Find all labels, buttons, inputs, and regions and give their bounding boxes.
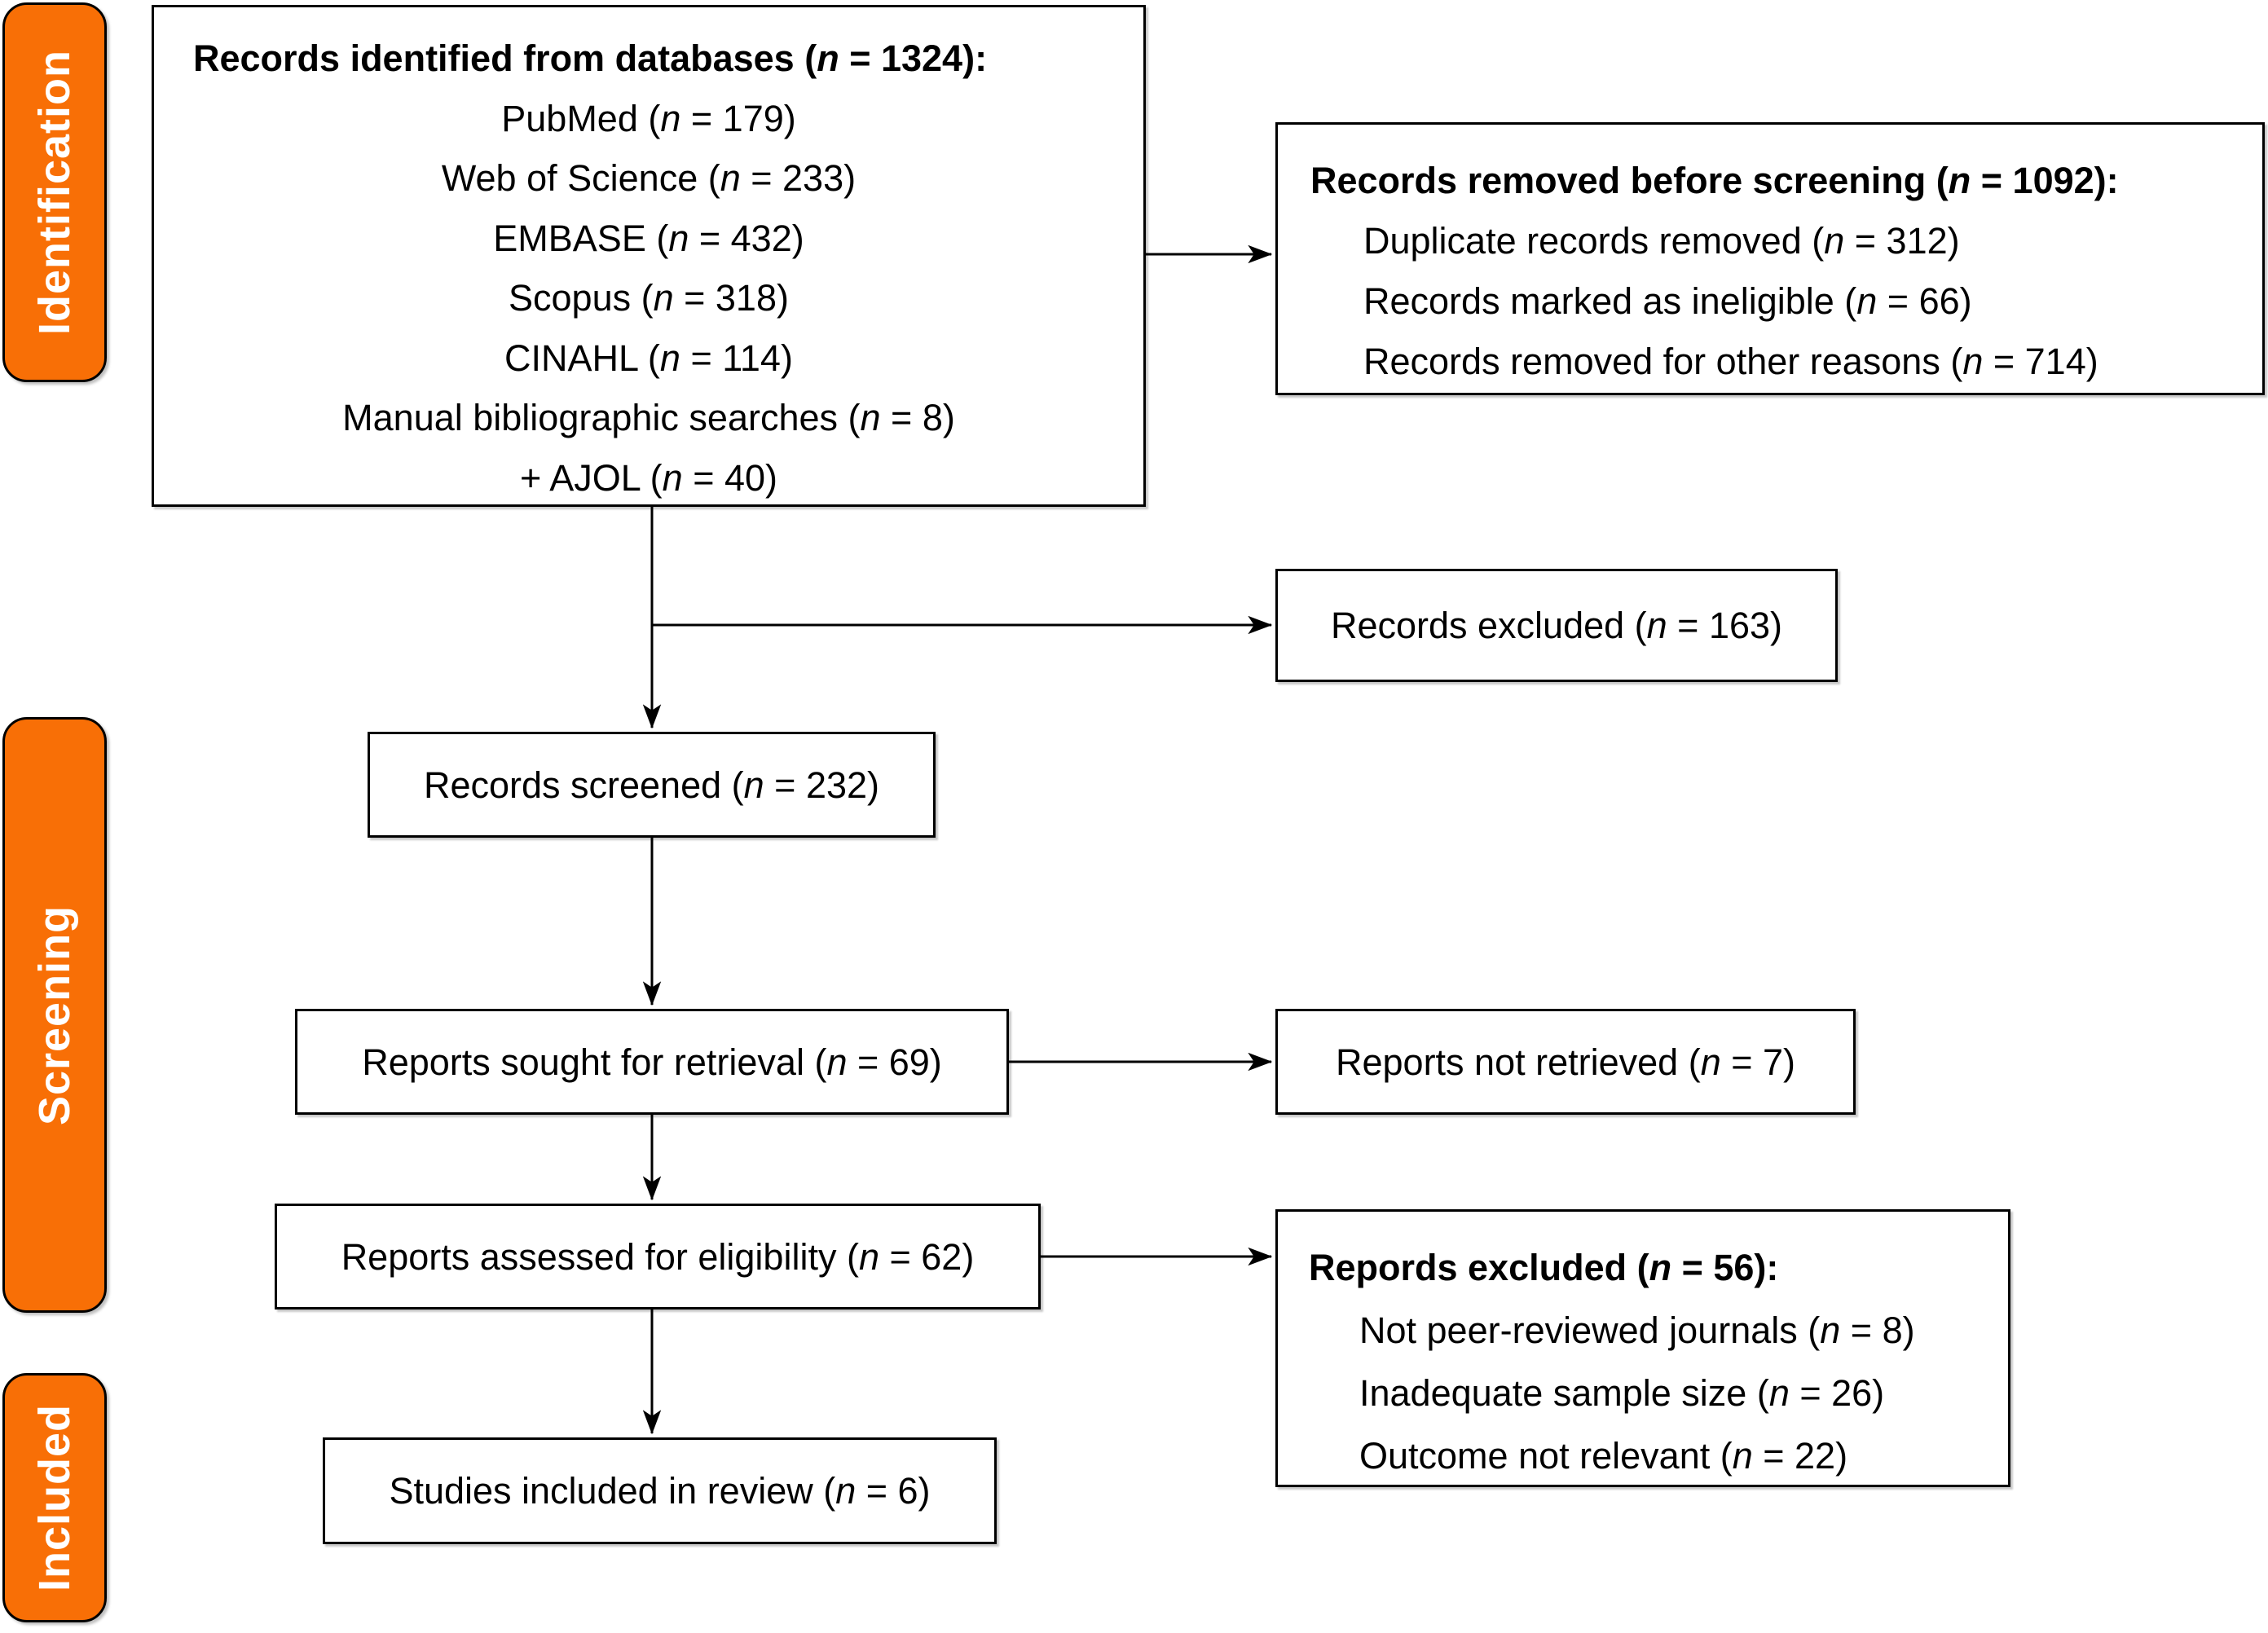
reports-excluded-title: Repords excluded (n = 56): xyxy=(1309,1247,1779,1288)
stage-tab-included-label: Included xyxy=(30,1403,80,1592)
stage-tab-screening-label: Screening xyxy=(30,905,79,1125)
records-identified-item: EMBASE (n = 432) xyxy=(493,217,804,259)
studies-included-label: Studies included in review (n = 6) xyxy=(389,1470,931,1512)
records-removed-item: Records removed for other reasons (n = 7… xyxy=(1363,341,2098,382)
records-identified-item: Manual bibliographic searches (n = 8) xyxy=(342,397,955,438)
stage-tab-screening: Screening xyxy=(2,717,107,1313)
records-removed-title: Records removed before screening (n = 10… xyxy=(1310,160,2119,201)
box-reports-not-retrieved: Reports not retrieved (n = 7) xyxy=(1275,1009,1856,1115)
box-records-screened: Records screened (n = 232) xyxy=(368,732,936,838)
stage-tab-identification: Identification xyxy=(2,2,107,382)
stage-tab-identification-label: Identification xyxy=(30,50,79,335)
records-screened-label: Records screened (n = 232) xyxy=(423,764,880,806)
records-identified-item: Scopus (n = 318) xyxy=(509,277,789,319)
box-reports-sought: Reports sought for retrieval (n = 69) xyxy=(295,1009,1009,1115)
records-excluded-label: Records excluded (n = 163) xyxy=(1330,605,1783,646)
box-records-removed-before-screening: Records removed before screening (n = 10… xyxy=(1275,122,2265,395)
box-records-identified: Records identified from databases (n = 1… xyxy=(152,5,1146,507)
reports-not-retrieved-label: Reports not retrieved (n = 7) xyxy=(1335,1041,1796,1083)
records-removed-item: Duplicate records removed (n = 312) xyxy=(1363,220,1960,262)
records-identified-item: CINAHL (n = 114) xyxy=(504,337,793,379)
records-removed-item: Records marked as ineligible (n = 66) xyxy=(1363,280,1972,322)
stage-tab-included: Included xyxy=(2,1373,107,1622)
reports-excluded-item: Inadequate sample size (n = 26) xyxy=(1359,1372,1885,1414)
box-reports-assessed: Reports assessed for eligibility (n = 62… xyxy=(275,1204,1041,1309)
reports-excluded-item: Outcome not relevant (n = 22) xyxy=(1359,1435,1848,1477)
records-identified-title: Records identified from databases (n = 1… xyxy=(193,37,988,79)
box-studies-included: Studies included in review (n = 6) xyxy=(323,1437,997,1544)
reports-sought-label: Reports sought for retrieval (n = 69) xyxy=(362,1041,942,1083)
records-identified-item: Web of Science (n = 233) xyxy=(441,157,857,199)
records-identified-item: PubMed (n = 179) xyxy=(501,97,796,139)
box-reports-excluded: Repords excluded (n = 56): Not peer-revi… xyxy=(1275,1209,2010,1487)
reports-assessed-label: Reports assessed for eligibility (n = 62… xyxy=(341,1235,975,1278)
box-records-excluded: Records excluded (n = 163) xyxy=(1275,569,1838,682)
reports-excluded-item: Not peer-reviewed journals (n = 8) xyxy=(1359,1309,1915,1351)
records-identified-item: + AJOL (n = 40) xyxy=(519,456,778,499)
